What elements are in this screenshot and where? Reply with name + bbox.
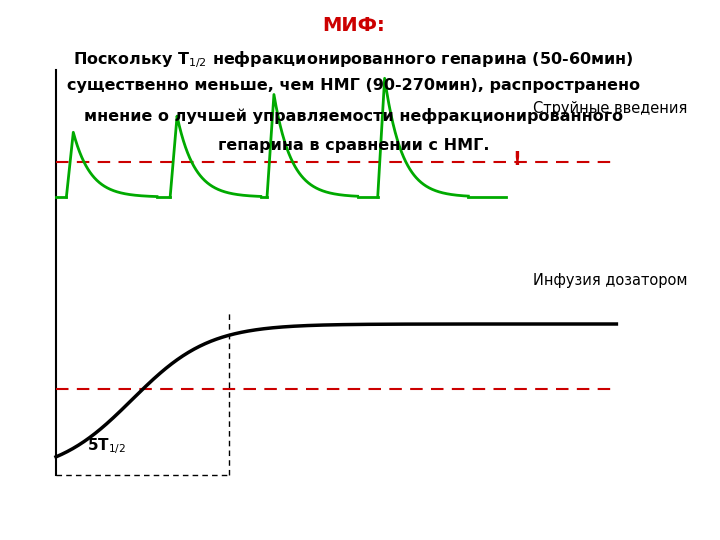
Text: Поскольку Т$_{1/2}$ нефракционированного гепарина (50-60мин): Поскольку Т$_{1/2}$ нефракционированного… xyxy=(73,49,634,70)
Text: мнение о лучшей управляемости нефракционированного: мнение о лучшей управляемости нефракцион… xyxy=(84,108,623,124)
Text: гепарина в сравнении с НМГ.: гепарина в сравнении с НМГ. xyxy=(217,138,490,153)
Text: МИФ:: МИФ: xyxy=(322,16,385,35)
Text: 5T$_{1/2}$: 5T$_{1/2}$ xyxy=(87,435,126,456)
Text: Инфузия дозатором: Инфузия дозатором xyxy=(534,273,688,288)
Text: !: ! xyxy=(513,150,521,169)
Text: Струйные введения: Струйные введения xyxy=(534,100,688,116)
Text: существенно меньше, чем НМГ (90-270мин), распространено: существенно меньше, чем НМГ (90-270мин),… xyxy=(67,78,640,93)
